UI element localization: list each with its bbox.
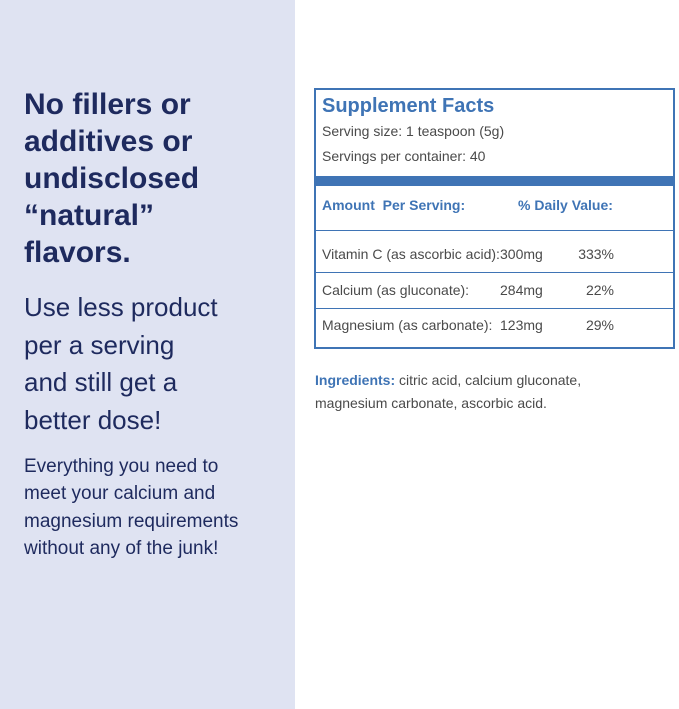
nutrient-name: Vitamin C (as ascorbic acid): — [322, 246, 500, 262]
amount-header: Amount Per Serving: — [322, 197, 466, 213]
headline-line: “natural” — [24, 199, 155, 232]
ingredients: Ingredients: citric acid, calcium glucon… — [315, 373, 581, 387]
body-line: magnesium requirements — [24, 510, 239, 532]
subhead-line: and still get a — [24, 367, 178, 397]
nutrient-amount: 284mg — [500, 281, 543, 298]
ingredients-label: Ingredients: — [315, 372, 396, 388]
nutrient-name: Magnesium (as carbonate): — [322, 317, 493, 333]
daily-value-header: % Daily Value: — [518, 197, 613, 213]
nutrient-name: Calcium (as gluconate): — [322, 281, 470, 298]
headline-line: No fillers or — [24, 88, 191, 121]
subhead-line: per a serving — [24, 329, 175, 360]
headline-line: flavors. — [24, 236, 131, 269]
body-line: Everything you need to — [24, 456, 219, 477]
headline-line: undisclosed — [24, 162, 200, 195]
subhead-line: better dose! — [24, 404, 162, 435]
body-line: without any of the junk! — [24, 537, 219, 559]
supplement-facts-box — [314, 88, 675, 349]
left-panel — [0, 0, 295, 709]
nutrient-daily-value: 29% — [585, 317, 614, 333]
thin-rule — [316, 272, 673, 273]
nutrient-daily-value: 333% — [578, 246, 614, 262]
nutrient-amount: 300mg — [500, 246, 543, 262]
body-line: meet your calcium and — [24, 483, 216, 505]
facts-title: Supplement Facts — [322, 95, 495, 117]
ingredients-line: citric acid, calcium gluconate, — [399, 372, 582, 388]
nutrient-amount: 123mg — [500, 317, 543, 333]
thin-rule — [316, 230, 673, 231]
thin-rule — [316, 308, 673, 309]
headline-line: additives or — [24, 125, 193, 158]
subhead-line: Use less product — [24, 292, 218, 322]
thick-rule — [316, 176, 673, 186]
servings-per-container: Servings per container: 40 — [322, 148, 486, 164]
nutrient-daily-value: 22% — [585, 281, 614, 298]
ingredients-line: magnesium carbonate, ascorbic acid. — [315, 395, 547, 411]
serving-size: Serving size: 1 teaspoon (5g) — [322, 123, 505, 139]
